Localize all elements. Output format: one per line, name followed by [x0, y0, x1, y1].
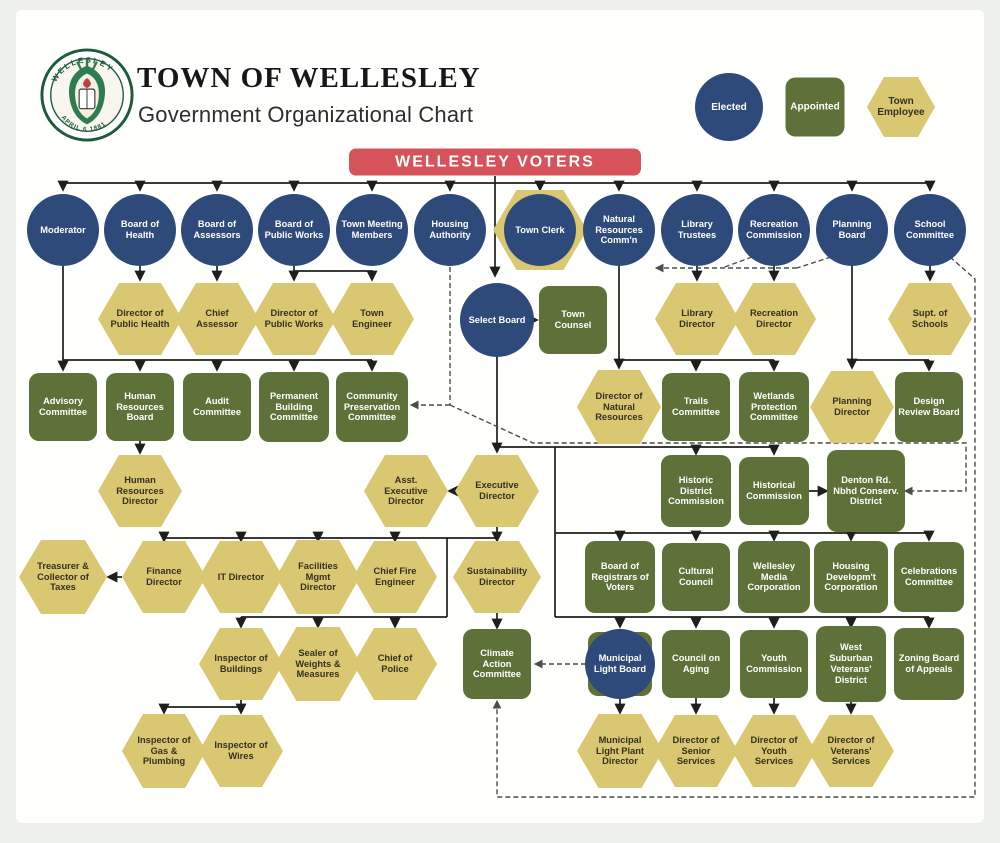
node-select-board: Select Board	[460, 283, 534, 357]
node-wellesley-media-corporation: Wellesley Media Corporation	[738, 541, 810, 613]
page-title: TOWN OF WELLESLEY	[137, 62, 481, 94]
node-council-on-aging: Council on Aging	[662, 630, 730, 698]
node-board-of-registrars-of-voters: Board of Registrars of Voters	[585, 541, 655, 613]
node-chief-fire-engineer: Chief Fire Engineer	[353, 541, 437, 613]
node-human-resources-board: Human Resources Board	[106, 373, 174, 441]
node-executive-director: Executive Director	[455, 455, 539, 527]
node-chief-assessor: Chief Assessor	[175, 283, 259, 355]
node-celebrations-committee: Celebrations Committee	[894, 542, 964, 612]
node-board-of-public-works: Board of Public Works	[258, 194, 330, 266]
node-town-clerk: Town Clerk	[504, 194, 576, 266]
node-moderator: Moderator	[27, 194, 99, 266]
node-board-of-assessors: Board of Assessors	[181, 194, 253, 266]
node-director-of-senior-services: Director of Senior Services	[654, 715, 738, 787]
node-permanent-building-committee: Permanent Building Committee	[259, 372, 329, 442]
node-historical-commission: Historical Commission	[739, 457, 809, 525]
legend-elected: Elected	[695, 73, 763, 141]
town-seal-icon: WELLESLEY APRIL 6 1881	[40, 48, 134, 142]
node-director-of-natural-resources: Director of Natural Resources	[577, 370, 661, 444]
node-planning-board: Planning Board	[816, 194, 888, 266]
node-town-counsel: Town Counsel	[539, 286, 607, 354]
node-director-of-public-works: Director of Public Works	[252, 283, 336, 355]
node-zoning-board-of-appeals: Zoning Board of Appeals	[894, 628, 964, 700]
node-planning-director: Planning Director	[810, 371, 894, 443]
node-finance-director: Finance Director	[122, 541, 206, 613]
node-town-meeting-members: Town Meeting Members	[336, 194, 408, 266]
node-director-of-youth-services: Director of Youth Services	[732, 715, 816, 787]
node-youth-commission: Youth Commission	[740, 630, 808, 698]
node-director-of-public-health: Director of Public Health	[98, 283, 182, 355]
node-library-director: Library Director	[655, 283, 739, 355]
node-chief-of-police: Chief of Police	[353, 628, 437, 700]
node-cultural-council: Cultural Council	[662, 543, 730, 611]
node-housing-authority: Housing Authority	[414, 194, 486, 266]
node-audit-committee: Audit Committee	[183, 373, 251, 441]
node-municipal-light-board: Municipal Light Board	[585, 629, 655, 699]
node-design-review-board: Design Review Board	[895, 372, 963, 442]
node-wetlands-protection-committee: Wetlands Protection Committee	[739, 372, 809, 442]
node-library-trustees: Library Trustees	[661, 194, 733, 266]
node-inspector-of-wires: Inspector of Wires	[199, 715, 283, 787]
node-human-resources-director: Human Resources Director	[98, 455, 182, 527]
node-housing-developmt-corporation: Housing Developm't Corporation	[814, 541, 888, 613]
node-asst-executive-director: Asst. Executive Director	[364, 455, 448, 527]
wellesley-voters-banner: WELLESLEY VOTERS	[349, 148, 641, 176]
node-community-preservation-committee: Community Preservation Committee	[336, 372, 408, 442]
node-recreation-director: Recreation Director	[732, 283, 816, 355]
node-supt-of-schools: Supt. of Schools	[888, 283, 972, 355]
node-it-director: IT Director	[199, 541, 283, 613]
node-town-engineer: Town Engineer	[330, 283, 414, 355]
page-subtitle: Government Organizational Chart	[138, 102, 474, 127]
node-school-committee: School Committee	[894, 194, 966, 266]
node-advisory-committee: Advisory Committee	[29, 373, 97, 441]
node-denton-rd-nbhd-conserv-district: Denton Rd. Nbhd Conserv. District	[827, 450, 905, 532]
node-recreation-commission: Recreation Commission	[738, 194, 810, 266]
node-trails-committee: Trails Committee	[662, 373, 730, 441]
node-natural-resources-commn: Natural Resources Comm'n	[583, 194, 655, 266]
node-west-suburban-veterans-district: West Suburban Veterans' District	[816, 626, 886, 702]
node-inspector-of-buildings: Inspector of Buildings	[199, 628, 283, 700]
node-historic-district-commission: Historic District Commission	[661, 455, 731, 527]
legend-appointed: Appointed	[785, 77, 845, 137]
node-climate-action-committee: Climate Action Committee	[463, 629, 531, 699]
node-board-of-health: Board of Health	[104, 194, 176, 266]
